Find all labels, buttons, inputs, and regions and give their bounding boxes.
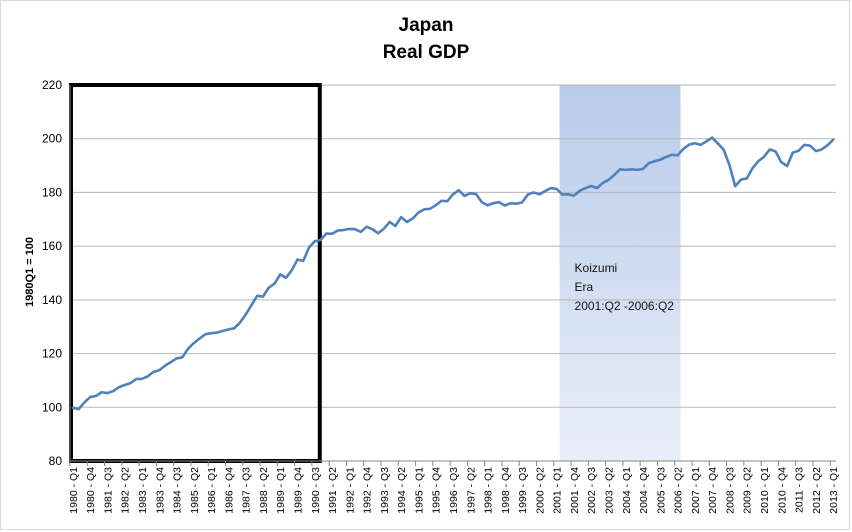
x-tick-label: 2003 - Q2 (604, 467, 616, 514)
koizumi-era-annotation-line: Era (575, 280, 594, 294)
x-tick-label: 1983 - Q4 (154, 467, 166, 514)
x-tick-label: 1998 - Q1 (483, 467, 495, 514)
x-tick-label: 1989 - Q1 (275, 467, 287, 514)
x-tick-label: 2001 - Q4 (569, 467, 581, 514)
koizumi-era-shaded-region (559, 85, 681, 461)
y-tick-label: 120 (42, 347, 62, 361)
highlight-box-1980-1990 (69, 83, 322, 463)
x-tick-label: 1991 - Q2 (327, 467, 339, 514)
x-tick-label: 2007 - Q4 (707, 467, 719, 514)
x-tick-label: 1983 - Q1 (137, 467, 149, 514)
x-tick-label: 1997 - Q2 (465, 467, 477, 514)
x-tick-label: 2004 - Q1 (621, 467, 633, 514)
chart-title: Japan (398, 15, 454, 36)
y-tick-label: 140 (42, 293, 62, 307)
x-tick-label: 2000 - Q2 (534, 467, 546, 514)
y-tick-label: 80 (49, 454, 63, 468)
x-tick-label: 1999 - Q3 (517, 467, 529, 514)
x-tick-label: 2010 - Q1 (759, 467, 771, 514)
x-tick-label: 1980 - Q4 (85, 467, 97, 514)
x-tick-label: 2008 - Q3 (724, 467, 736, 514)
x-tick-label: 2004 - Q4 (638, 467, 650, 514)
y-tick-label: 180 (42, 185, 62, 199)
x-tick-label: 1984 - Q3 (172, 467, 184, 514)
x-tick-label: 2002 - Q3 (586, 467, 598, 514)
y-tick-label: 220 (42, 78, 62, 92)
x-tick-label: 1982 - Q2 (120, 467, 132, 514)
koizumi-era-annotation-line: 2001:Q2 -2006:Q2 (575, 299, 675, 313)
x-tick-label: 1980 - Q1 (68, 467, 80, 514)
x-tick-label: 1990 - Q3 (310, 467, 322, 514)
x-tick-label: 1985 - Q2 (189, 467, 201, 514)
x-tick-label: 2006 - Q2 (673, 467, 685, 514)
x-tick-label: 1988 - Q2 (258, 467, 270, 514)
x-tick-label: 2005 - Q3 (655, 467, 667, 514)
x-tick-label: 1995 - Q1 (413, 467, 425, 514)
x-tick-label: 2012 - Q2 (811, 467, 823, 514)
x-tick-label: 1989 - Q4 (292, 467, 304, 514)
x-tick-label: 1986 - Q1 (206, 467, 218, 514)
y-tick-label: 200 (42, 132, 62, 146)
x-tick-label: 1994 - Q2 (396, 467, 408, 514)
x-tick-label: 2010 - Q4 (776, 467, 788, 514)
x-tick-label: 1992 - Q4 (362, 467, 374, 514)
x-tick-label: 1981 - Q3 (102, 467, 114, 514)
chart-subtitle: Real GDP (382, 42, 470, 63)
series-line-real-gdp (71, 136, 835, 411)
x-tick-label: 1992 - Q1 (344, 467, 356, 514)
x-tick-label: 2013 - Q1 (828, 467, 840, 514)
x-tick-label: 1996 - Q3 (448, 467, 460, 514)
x-tick-label: 1987 - Q3 (241, 467, 253, 514)
y-tick-label: 100 (42, 400, 62, 414)
x-tick-label: 2011 - Q3 (794, 467, 806, 513)
x-tick-label: 2007 - Q1 (690, 467, 702, 514)
koizumi-era-annotation-line: Koizumi (575, 261, 618, 275)
x-tick-label: 1995 - Q4 (431, 467, 443, 514)
x-tick-label: 1998 - Q4 (500, 467, 512, 514)
x-tick-label: 2001 - Q1 (552, 467, 564, 514)
x-tick-label: 2009 - Q2 (742, 467, 754, 514)
y-tick-label: 160 (42, 239, 62, 253)
x-tick-label: 1993 - Q3 (379, 467, 391, 514)
x-tick-label: 1986 - Q4 (223, 467, 235, 514)
